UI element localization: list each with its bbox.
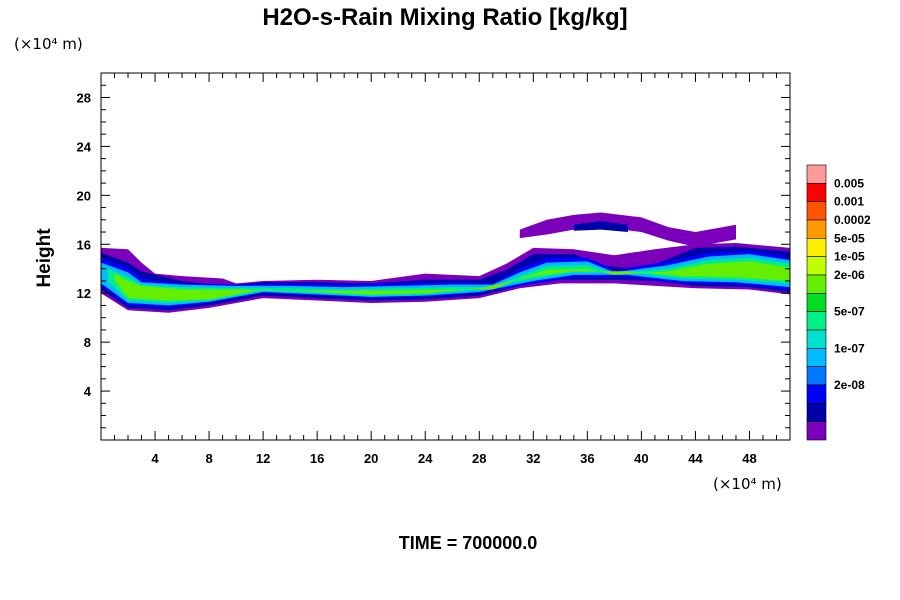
x-tick-label: 36 — [580, 451, 594, 466]
colorbar-segment — [806, 403, 827, 422]
y-tick-label: 4 — [84, 384, 92, 399]
x-tick-label: 16 — [310, 451, 324, 466]
colorbar-segment — [806, 384, 827, 404]
y-tick-label: 28 — [77, 90, 91, 105]
x-tick-label: 24 — [418, 451, 433, 466]
x-tick-label: 20 — [364, 451, 378, 466]
y-unit-label: (×10⁴ m) — [14, 35, 83, 53]
colorbar-label: 5e-07 — [834, 305, 865, 319]
upper-cloud-1 — [573, 221, 628, 232]
colorbar-segment — [806, 219, 827, 239]
colorbar-label: 1e-07 — [834, 341, 865, 355]
colorbar-label: 2e-06 — [834, 268, 865, 282]
colorbar-segment — [806, 366, 827, 386]
x-tick-label: 44 — [688, 451, 703, 466]
colorbar-segment — [806, 201, 827, 221]
colorbar-segment — [806, 421, 827, 441]
x-tick-label: 4 — [151, 451, 159, 466]
colorbar-label: 1e-05 — [834, 250, 865, 264]
y-tick-label: 24 — [77, 139, 92, 154]
contour-band-2 — [101, 250, 790, 308]
x-tick-label: 40 — [634, 451, 648, 466]
chart-title: H2O-s-Rain Mixing Ratio [kg/kg] — [262, 4, 627, 31]
colorbar-segment — [806, 348, 827, 367]
colorbar-label: 0.005 — [834, 176, 864, 190]
colorbar-segment — [806, 329, 827, 349]
colorbar-label: 5e-05 — [834, 231, 865, 245]
x-tick-label: 8 — [205, 451, 212, 466]
colorbar-label: 0.0002 — [834, 213, 871, 227]
x-axis: 4 8 12 16 20 24 28 32 36 40 44 48 — [114, 73, 777, 466]
y-axis: 4 8 12 16 20 24 28 — [77, 84, 790, 429]
x-tick-label: 48 — [742, 451, 756, 466]
contour-field — [101, 212, 790, 313]
x-unit-label: (×10⁴ m) — [713, 475, 782, 493]
colorbar-segment — [806, 293, 827, 312]
y-tick-label: 16 — [77, 237, 91, 252]
x-tick-label: 28 — [472, 451, 486, 466]
time-label: TIME = 700000.0 — [399, 533, 538, 553]
colorbar-segment — [806, 274, 827, 294]
colorbar-segment — [806, 183, 827, 202]
contour-band-1 — [101, 246, 790, 311]
x-tick-label: 32 — [526, 451, 540, 466]
y-axis-label: Height — [34, 228, 55, 288]
contour-band-5 — [114, 261, 790, 301]
colorbar-segment — [806, 311, 827, 331]
y-tick-label: 12 — [77, 286, 91, 301]
y-tick-label: 20 — [77, 188, 91, 203]
colorbar-segment — [806, 256, 827, 276]
colorbar-segment — [806, 164, 827, 184]
colorbar-segment — [806, 238, 827, 257]
y-tick-label: 8 — [84, 335, 91, 350]
colorbar-label: 0.001 — [834, 195, 864, 209]
colorbar-label: 2e-08 — [834, 378, 865, 392]
colorbar: 0.005 0.001 0.0002 5e-05 1e-05 2e-06 5e-07 1e-0… — [806, 164, 871, 441]
x-tick-label: 12 — [256, 451, 270, 466]
